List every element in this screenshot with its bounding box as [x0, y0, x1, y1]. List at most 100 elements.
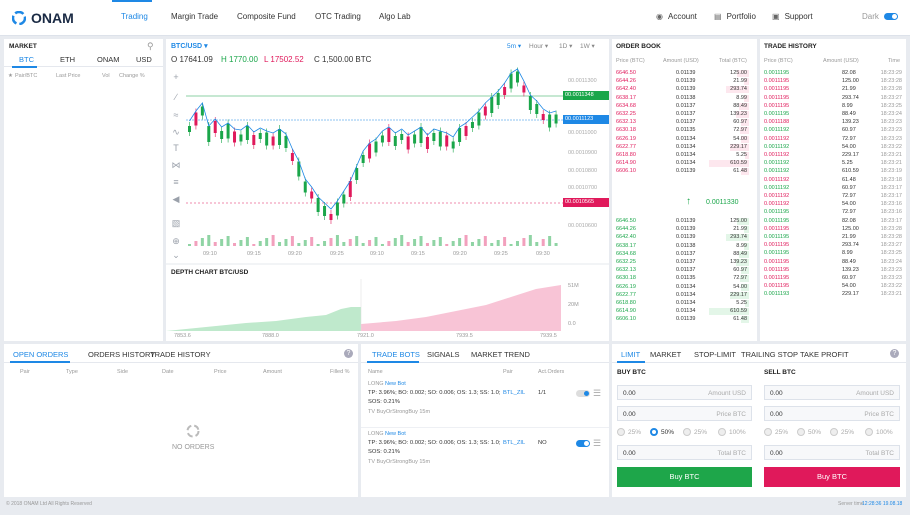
history-row[interactable]: 0.0011195 125.00 18:23:28 [760, 226, 906, 234]
dark-mode-toggle[interactable]: Dark [862, 12, 898, 21]
order-book-row[interactable]: 6644.26 0.01139 21.99 [612, 78, 752, 86]
order-book-row[interactable]: 6614.90 0.01134 610.59 [612, 308, 752, 316]
bot-row[interactable]: LONG New Bot TP: 3.96%; BO: 0.002; SO: 0… [361, 381, 609, 427]
order-book-row[interactable]: 6626.19 0.01134 54.00 [612, 283, 752, 292]
text-icon[interactable]: T [173, 143, 179, 153]
history-row[interactable]: 0.0011192 5.25 18:23:21 [760, 160, 906, 168]
order-book-row[interactable]: 6642.40 0.01139 293.74 [612, 234, 752, 242]
history-row[interactable]: 0.0011195 139.23 18:23:23 [760, 267, 906, 275]
interval-5m[interactable]: 5m ▾ [507, 43, 522, 50]
help-icon[interactable]: ? [890, 349, 899, 358]
history-row[interactable]: 0.0011195 125.00 18:23:28 [760, 78, 906, 86]
account-link[interactable]: ◉ Account [656, 12, 697, 21]
order-book-row[interactable]: 6626.19 0.01134 54.00 [612, 135, 752, 144]
buy-pct-25[interactable]: 25% [617, 428, 641, 436]
order-book-row[interactable]: 6614.90 0.01134 610.59 [612, 160, 752, 168]
col-vol[interactable]: Vol [102, 73, 110, 79]
search-icon[interactable]: ⚲ [147, 41, 154, 51]
history-row[interactable]: 0.0011195 21.99 18:23:28 [760, 86, 906, 94]
history-row[interactable]: 0.0011192 54.00 18:23:22 [760, 144, 906, 152]
price-chart-canvas[interactable] [166, 39, 609, 341]
market-tab-onam[interactable]: ONAM [97, 55, 120, 64]
order-book-row[interactable]: 6630.18 0.01135 72.97 [612, 275, 752, 283]
help-icon[interactable]: ? [344, 349, 353, 358]
sell-pct-25b[interactable]: 25% [830, 428, 854, 436]
col-change[interactable]: Change % [119, 73, 145, 79]
tab-signals[interactable]: SIGNALS [427, 350, 460, 359]
order-book-row[interactable]: 6638.17 0.01138 8.99 [612, 94, 752, 103]
col-pair[interactable]: Pair/BTC [15, 73, 38, 79]
bot-name-link[interactable]: New Bot [385, 431, 406, 437]
history-row[interactable]: 0.0011195 72.97 18:23:16 [760, 209, 906, 217]
menu-icon[interactable]: ☰ [593, 438, 602, 448]
bot-toggle-off[interactable] [576, 390, 590, 397]
buy-pct-100[interactable]: 100% [718, 428, 746, 436]
order-book-row[interactable]: 6632.13 0.01137 60.97 [612, 119, 752, 127]
history-row[interactable]: 0.0011195 82.08 18:23:29 [760, 70, 906, 78]
history-row[interactable]: 0.0011195 88.49 18:23:24 [760, 259, 906, 267]
history-row[interactable]: 0.0011195 293.74 18:23:27 [760, 242, 906, 250]
depth-chart[interactable] [166, 279, 609, 341]
sell-total-field[interactable]: 0.00 Total BTC [764, 445, 900, 460]
nav-trading[interactable]: Trading [121, 12, 148, 21]
volume-icon[interactable]: ▧ [171, 218, 181, 228]
tab-limit[interactable]: LIMIT [621, 350, 641, 359]
brand-logo[interactable]: ONAM [12, 10, 74, 26]
history-row[interactable]: 0.0011192 72.97 18:23:23 [760, 136, 906, 144]
bot-row[interactable]: LONG New Bot TP: 3.96%; BO: 0.002; SO: 0… [361, 431, 609, 477]
buy-total-field[interactable]: 0.00 Total BTC [617, 445, 752, 460]
sell-amount-field[interactable]: 0.00 Amount USD [764, 385, 900, 400]
tab-market-trend[interactable]: MARKET TREND [471, 350, 530, 359]
history-row[interactable]: 0.0011188 139.23 18:23:23 [760, 119, 906, 127]
buy-price-field[interactable]: 0.00 Price BTC [617, 406, 752, 421]
interval-1d[interactable]: 1D ▾ [559, 43, 573, 50]
pair-selector[interactable]: BTC/USD ▾ [171, 43, 208, 50]
order-book-row[interactable]: 6606.10 0.01139 61.48 [612, 316, 752, 324]
tab-orders-history[interactable]: ORDERS HISTORY [88, 350, 156, 359]
sell-button[interactable]: Buy BTC [764, 467, 900, 487]
zoom-icon[interactable]: ⊕ [172, 236, 180, 246]
history-row[interactable]: 0.0011192 61.48 18:23:18 [760, 177, 906, 185]
buy-amount-field[interactable]: 0.00 Amount USD [617, 385, 752, 400]
history-row[interactable]: 0.0011195 8.99 18:23:25 [760, 103, 906, 111]
bot-toggle-on[interactable] [576, 440, 590, 447]
measure-icon[interactable]: ≡ [173, 177, 179, 187]
order-book-row[interactable]: 6644.26 0.01139 21.99 [612, 226, 752, 234]
buy-button[interactable]: Buy BTC [617, 467, 752, 487]
back-icon[interactable]: ◀ [172, 194, 180, 204]
history-row[interactable]: 0.0011192 72.97 18:23:17 [760, 193, 906, 201]
tab-trade-bots[interactable]: TRADE BOTS [372, 350, 420, 359]
crosshair-icon[interactable]: + [173, 72, 179, 82]
portfolio-link[interactable]: ▤ Portfolio [714, 12, 756, 21]
support-link[interactable]: ▣ Support [772, 12, 813, 21]
tab-take-profit[interactable]: TAKE PROFIT [800, 350, 849, 359]
history-row[interactable]: 0.0011192 229.17 18:23:21 [760, 152, 906, 160]
order-book-row[interactable]: 6646.50 0.01139 125.00 [612, 70, 752, 78]
order-book-row[interactable]: 6632.25 0.01137 139.23 [612, 111, 752, 119]
star-icon[interactable]: ★ [8, 73, 13, 79]
sell-pct-25[interactable]: 25% [764, 428, 788, 436]
history-row[interactable]: 0.0011195 60.97 18:23:23 [760, 275, 906, 283]
tab-open-orders[interactable]: OPEN ORDERS [13, 350, 69, 359]
market-tab-btc[interactable]: BTC [19, 55, 34, 64]
sell-pct-50[interactable]: 50% [797, 428, 821, 436]
buy-pct-50[interactable]: 50% [650, 428, 674, 436]
history-row[interactable]: 0.0011192 60.97 18:23:17 [760, 185, 906, 193]
order-book-row[interactable]: 6630.18 0.01135 72.97 [612, 127, 752, 135]
history-row[interactable]: 0.0011195 8.99 18:23:25 [760, 250, 906, 258]
order-book-row[interactable]: 6622.77 0.01134 229.17 [612, 143, 752, 152]
tab-trade-history[interactable]: TRADE HISTORY [150, 350, 211, 359]
market-tab-usd[interactable]: USD [136, 55, 152, 64]
menu-icon[interactable]: ☰ [593, 388, 602, 398]
tab-market[interactable]: MARKET [650, 350, 682, 359]
nav-otc-trading[interactable]: OTC Trading [315, 12, 361, 21]
brush-icon[interactable]: ∿ [172, 127, 180, 137]
pattern-icon[interactable]: ⋈ [171, 160, 181, 170]
chevron-down-icon[interactable]: ⌄ [172, 250, 180, 260]
history-row[interactable]: 0.0011195 54.00 18:23:22 [760, 283, 906, 291]
order-book-row[interactable]: 6632.25 0.01137 139.23 [612, 259, 752, 267]
order-book-row[interactable]: 6642.40 0.01139 293.74 [612, 86, 752, 94]
trendline-icon[interactable]: ∕ [175, 92, 177, 102]
order-book-row[interactable]: 6632.13 0.01137 60.97 [612, 267, 752, 275]
order-book-row[interactable]: 6622.77 0.01134 229.17 [612, 291, 752, 300]
